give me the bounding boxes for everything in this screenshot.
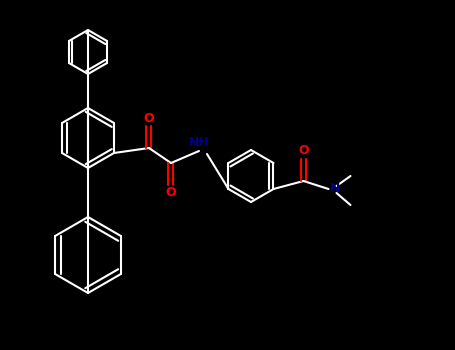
Text: O: O — [144, 112, 154, 125]
Text: O: O — [298, 145, 309, 158]
Text: N: N — [329, 182, 340, 196]
Text: O: O — [166, 187, 176, 199]
Text: NH: NH — [189, 136, 209, 149]
